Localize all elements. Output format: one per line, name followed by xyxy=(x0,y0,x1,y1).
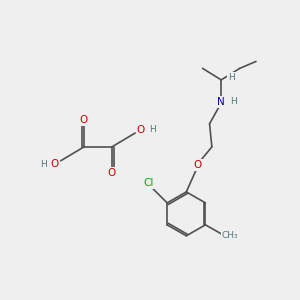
Text: N: N xyxy=(217,97,225,107)
Text: O: O xyxy=(51,159,59,169)
Text: Cl: Cl xyxy=(143,178,154,188)
Text: O: O xyxy=(80,115,88,125)
Text: H: H xyxy=(231,97,237,106)
Text: H: H xyxy=(40,160,47,169)
Text: H: H xyxy=(149,125,156,134)
Text: H: H xyxy=(228,73,235,82)
Text: O: O xyxy=(108,168,116,178)
Text: CH₃: CH₃ xyxy=(221,231,238,240)
Text: O: O xyxy=(137,124,145,135)
Text: O: O xyxy=(194,160,202,170)
